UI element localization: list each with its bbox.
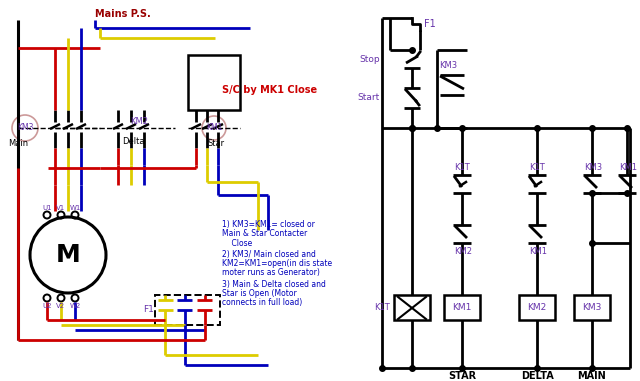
Text: V1: V1 — [56, 205, 66, 211]
Text: U1: U1 — [42, 205, 52, 211]
Bar — [519, 295, 555, 320]
Text: STAR: STAR — [448, 371, 476, 381]
Text: KM3: KM3 — [17, 123, 33, 133]
Text: MAIN: MAIN — [578, 371, 606, 381]
Text: KM2: KM2 — [454, 248, 472, 256]
Text: KM2: KM2 — [130, 117, 148, 125]
Text: U2: U2 — [42, 303, 52, 309]
Bar — [394, 295, 430, 320]
Bar — [444, 295, 480, 320]
Text: Stop: Stop — [360, 56, 380, 64]
Text: K1T: K1T — [529, 163, 545, 171]
Text: Star: Star — [208, 139, 225, 147]
Text: F1: F1 — [424, 19, 436, 29]
Text: K1T: K1T — [454, 163, 470, 171]
Text: KM1: KM1 — [619, 163, 637, 171]
Text: KM3: KM3 — [582, 303, 602, 312]
Text: W1: W1 — [69, 205, 81, 211]
Text: Close: Close — [222, 239, 252, 248]
Bar — [574, 295, 610, 320]
Text: DELTA: DELTA — [520, 371, 554, 381]
Text: KM3: KM3 — [439, 61, 457, 69]
Text: M: M — [56, 243, 81, 267]
Bar — [155, 295, 220, 325]
Text: K1T: K1T — [374, 303, 390, 312]
Text: Main: Main — [8, 139, 28, 147]
Text: KM1: KM1 — [206, 123, 222, 133]
Text: Main & Star Contacter: Main & Star Contacter — [222, 229, 307, 239]
Text: KM1: KM1 — [452, 303, 472, 312]
Text: KM3: KM3 — [584, 163, 602, 171]
Text: S/C by MK1 Close: S/C by MK1 Close — [222, 85, 317, 95]
Text: KM2: KM2 — [527, 303, 547, 312]
Text: W2: W2 — [69, 303, 81, 309]
Text: KM2=KM1=open(in dis state: KM2=KM1=open(in dis state — [222, 259, 332, 269]
Text: Star is Open (Motor: Star is Open (Motor — [222, 290, 297, 298]
Text: Mains P.S.: Mains P.S. — [95, 9, 151, 19]
Text: V2: V2 — [56, 303, 65, 309]
Text: 3) Main & Delta closed and: 3) Main & Delta closed and — [222, 280, 326, 290]
Text: Delta: Delta — [122, 138, 145, 147]
Text: connects in full load): connects in full load) — [222, 298, 302, 307]
Text: moter runs as Generator): moter runs as Generator) — [222, 269, 320, 277]
Bar — [188, 55, 240, 110]
Text: F1: F1 — [143, 306, 154, 314]
Text: KM1: KM1 — [529, 248, 547, 256]
Text: 2) KM3/ Main closed and: 2) KM3/ Main closed and — [222, 250, 316, 259]
Text: Start: Start — [358, 93, 380, 102]
Text: 1) KM3=KM1= closed or: 1) KM3=KM1= closed or — [222, 221, 315, 229]
